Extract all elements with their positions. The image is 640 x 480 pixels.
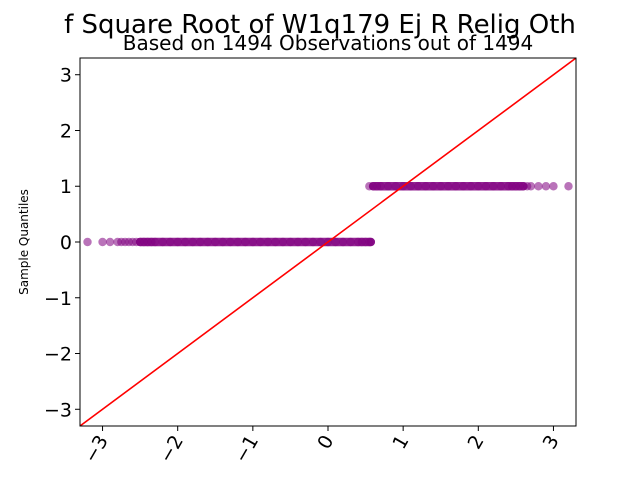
y-tick-label: 3 (60, 65, 72, 87)
data-point (564, 182, 573, 191)
data-point (526, 182, 536, 191)
x-tick-label: 3 (539, 432, 564, 453)
x-tick-label: −3 (80, 432, 113, 467)
plot-area (80, 58, 576, 426)
y-tick-label: −2 (44, 344, 72, 366)
x-tick-label: −2 (155, 432, 188, 467)
y-tick-label: −3 (44, 399, 72, 421)
y-tick-label: 0 (60, 232, 72, 254)
data-point (98, 237, 107, 247)
x-tick-label: 0 (313, 432, 338, 453)
data-point (549, 182, 558, 191)
data-point (541, 182, 551, 191)
data-point (105, 237, 115, 247)
chart-title: f Square Root of W1q179 Ej R Relig Oth (64, 10, 576, 40)
chart-subtitle: Based on 1494 Observations out of 1494 (123, 31, 534, 55)
reference-line (80, 58, 576, 426)
y-tick-label: 1 (60, 176, 72, 198)
x-tick-label: 1 (388, 432, 413, 453)
x-tick-label: −1 (230, 432, 263, 467)
data-point (83, 237, 92, 247)
y-tick-label: 2 (60, 120, 72, 142)
data-point (534, 182, 543, 191)
y-axis-label: Sample Quantiles (17, 189, 31, 295)
y-tick-label: −1 (44, 288, 72, 310)
x-tick-label: 2 (464, 432, 489, 453)
